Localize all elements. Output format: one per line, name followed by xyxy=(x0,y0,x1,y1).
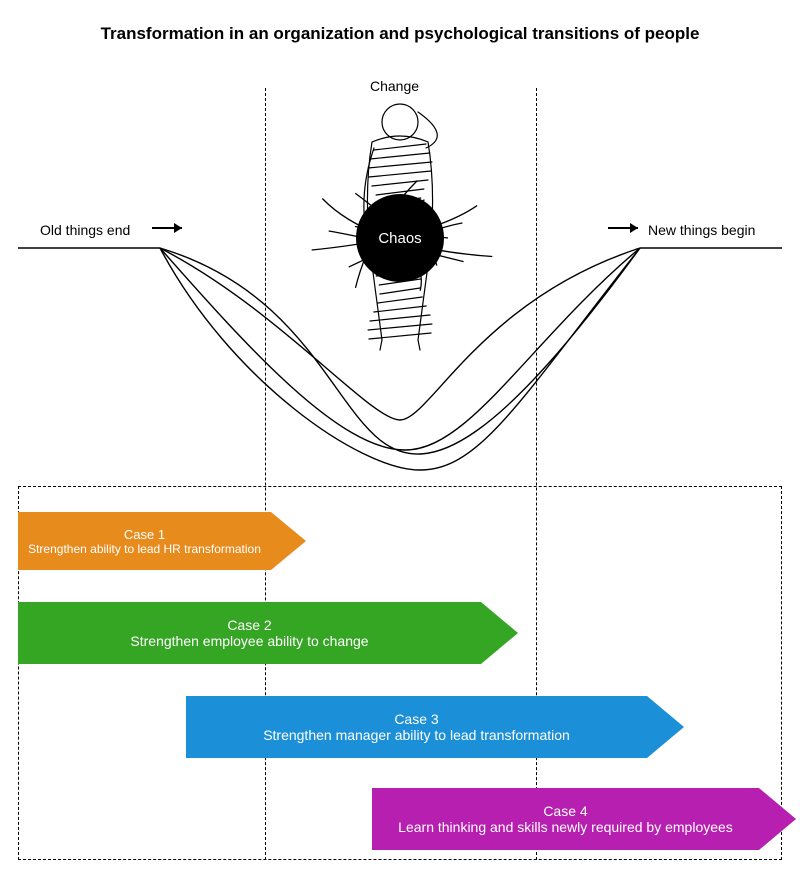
case2-arrow: Case 2Strengthen employee ability to cha… xyxy=(18,602,481,664)
case2-title: Case 2 xyxy=(227,617,271,633)
case4-arrow: Case 4Learn thinking and skills newly re… xyxy=(372,788,759,850)
case3-subtitle: Strengthen manager ability to lead trans… xyxy=(263,727,570,743)
case1-arrow-head-icon xyxy=(271,512,306,570)
case4-arrow-head-icon xyxy=(759,788,796,850)
case3-arrow-head-icon xyxy=(647,696,684,758)
case1-arrow: Case 1Strengthen ability to lead HR tran… xyxy=(18,512,271,570)
case1-title: Case 1 xyxy=(124,527,165,542)
case4-title: Case 4 xyxy=(543,803,587,819)
case2-subtitle: Strengthen employee ability to change xyxy=(130,633,368,649)
case3-title: Case 3 xyxy=(394,711,438,727)
case1-subtitle: Strengthen ability to lead HR transforma… xyxy=(28,542,261,556)
case4-subtitle: Learn thinking and skills newly required… xyxy=(398,819,733,835)
case2-arrow-head-icon xyxy=(481,602,518,664)
case3-arrow: Case 3Strengthen manager ability to lead… xyxy=(186,696,647,758)
arrows-layer: Case 1Strengthen ability to lead HR tran… xyxy=(0,0,800,880)
